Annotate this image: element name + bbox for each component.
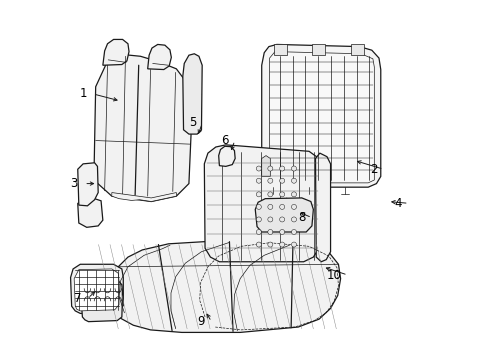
Circle shape (291, 166, 296, 171)
Text: 7: 7 (74, 292, 81, 305)
Circle shape (279, 229, 284, 234)
Text: 5: 5 (188, 116, 196, 129)
Polygon shape (255, 198, 313, 232)
Text: 4: 4 (394, 197, 402, 210)
Circle shape (267, 192, 272, 197)
Polygon shape (147, 44, 171, 69)
Circle shape (279, 242, 284, 247)
Polygon shape (204, 145, 320, 262)
Circle shape (291, 217, 296, 222)
Text: 6: 6 (221, 134, 228, 147)
Text: 3: 3 (70, 177, 78, 190)
Circle shape (291, 242, 296, 247)
Polygon shape (78, 163, 98, 206)
Polygon shape (112, 193, 176, 202)
Circle shape (256, 229, 261, 234)
Circle shape (256, 178, 261, 183)
Polygon shape (273, 44, 286, 55)
Circle shape (267, 217, 272, 222)
Circle shape (279, 166, 284, 171)
Circle shape (291, 178, 296, 183)
Circle shape (256, 166, 261, 171)
Polygon shape (80, 280, 122, 321)
Circle shape (267, 178, 272, 183)
Polygon shape (94, 54, 192, 202)
Circle shape (291, 204, 296, 210)
Polygon shape (112, 241, 340, 332)
Circle shape (267, 204, 272, 210)
Polygon shape (183, 54, 202, 134)
Polygon shape (261, 156, 270, 176)
Circle shape (291, 229, 296, 234)
Polygon shape (78, 199, 102, 227)
Text: 1: 1 (79, 87, 86, 100)
Polygon shape (350, 44, 363, 55)
Polygon shape (70, 264, 123, 315)
Polygon shape (261, 44, 380, 187)
Circle shape (267, 242, 272, 247)
Circle shape (256, 242, 261, 247)
Circle shape (291, 192, 296, 197)
Circle shape (279, 178, 284, 183)
Circle shape (279, 192, 284, 197)
Text: 2: 2 (369, 163, 376, 176)
Circle shape (267, 229, 272, 234)
Polygon shape (311, 44, 324, 55)
Polygon shape (218, 146, 235, 166)
Text: 10: 10 (326, 269, 341, 282)
Circle shape (279, 217, 284, 222)
Circle shape (256, 204, 261, 210)
Polygon shape (269, 51, 373, 183)
Circle shape (256, 192, 261, 197)
Text: 9: 9 (197, 315, 204, 328)
Polygon shape (315, 153, 330, 262)
Polygon shape (74, 269, 119, 311)
Text: 8: 8 (298, 211, 305, 224)
Polygon shape (102, 40, 129, 65)
Circle shape (267, 166, 272, 171)
Circle shape (256, 217, 261, 222)
Circle shape (279, 204, 284, 210)
